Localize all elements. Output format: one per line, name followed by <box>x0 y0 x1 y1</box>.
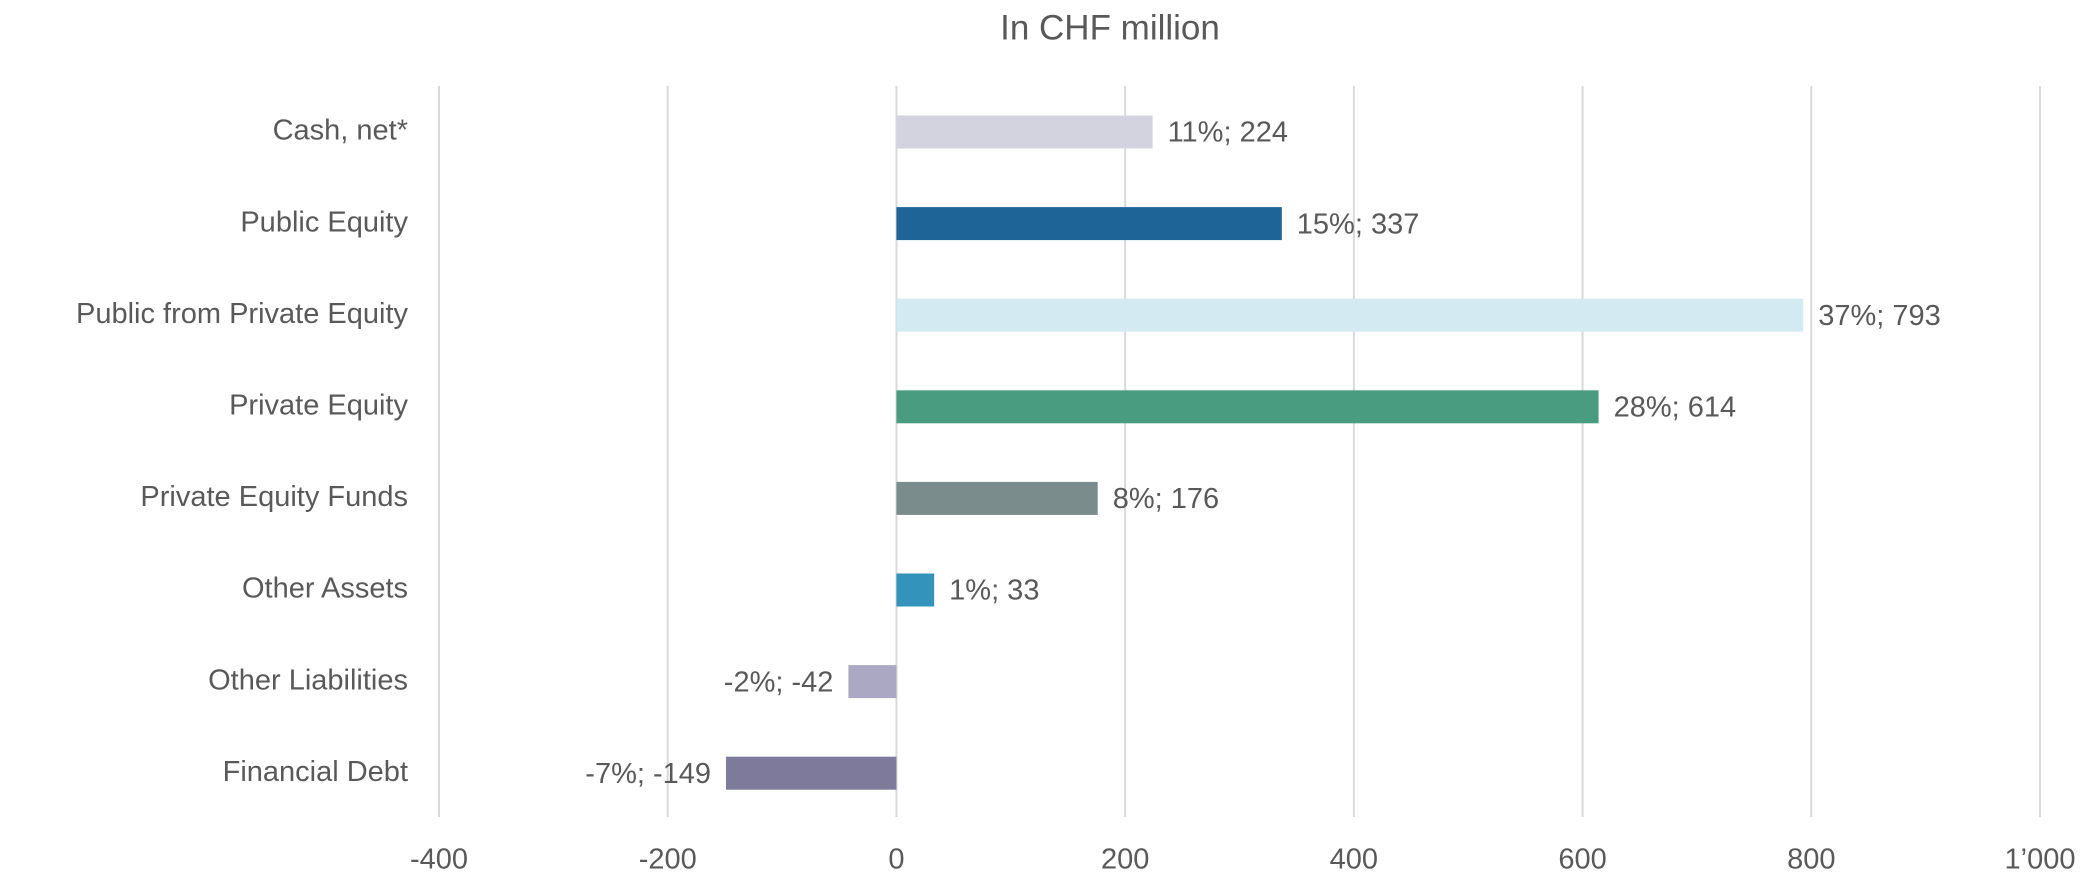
y-tick-label: Other Assets <box>242 573 408 605</box>
bar <box>896 573 935 607</box>
y-tick-label: Public Equity <box>240 206 408 238</box>
y-tick-label: Private Equity Funds <box>140 481 408 513</box>
y-tick-label: Private Equity <box>229 389 408 421</box>
y-tick-label: Other Liabilities <box>208 664 408 696</box>
data-label: -2%; -42 <box>724 666 834 698</box>
data-label: 37%; 793 <box>1818 300 1941 332</box>
data-label: -7%; -149 <box>585 758 711 790</box>
y-tick-label: Cash, net* <box>273 115 408 147</box>
x-tick-label: 200 <box>1101 844 1149 875</box>
bar <box>896 298 1804 332</box>
bar <box>896 115 1153 149</box>
data-label: 15%; 337 <box>1297 208 1420 240</box>
x-tick-label: 600 <box>1558 844 1606 875</box>
bar <box>896 481 1098 515</box>
data-label: 28%; 614 <box>1614 391 1737 423</box>
x-tick-label: 1’000 <box>2005 844 2076 875</box>
x-tick-label: 400 <box>1330 844 1378 875</box>
bar <box>726 756 897 790</box>
x-tick-label: -200 <box>639 844 697 875</box>
y-tick-label: Financial Debt <box>223 756 408 788</box>
x-tick-label: 0 <box>888 844 904 875</box>
x-tick-label: -400 <box>410 844 468 875</box>
data-label: 8%; 176 <box>1113 483 1219 515</box>
data-label: 11%; 224 <box>1168 117 1288 149</box>
bar <box>896 390 1599 424</box>
x-tick-label: 800 <box>1787 844 1835 875</box>
data-label: 1%; 33 <box>949 575 1039 607</box>
chart-title: In CHF million <box>1000 8 1220 47</box>
y-tick-label: Public from Private Equity <box>76 298 409 330</box>
bar <box>848 665 897 699</box>
bar <box>896 207 1282 241</box>
